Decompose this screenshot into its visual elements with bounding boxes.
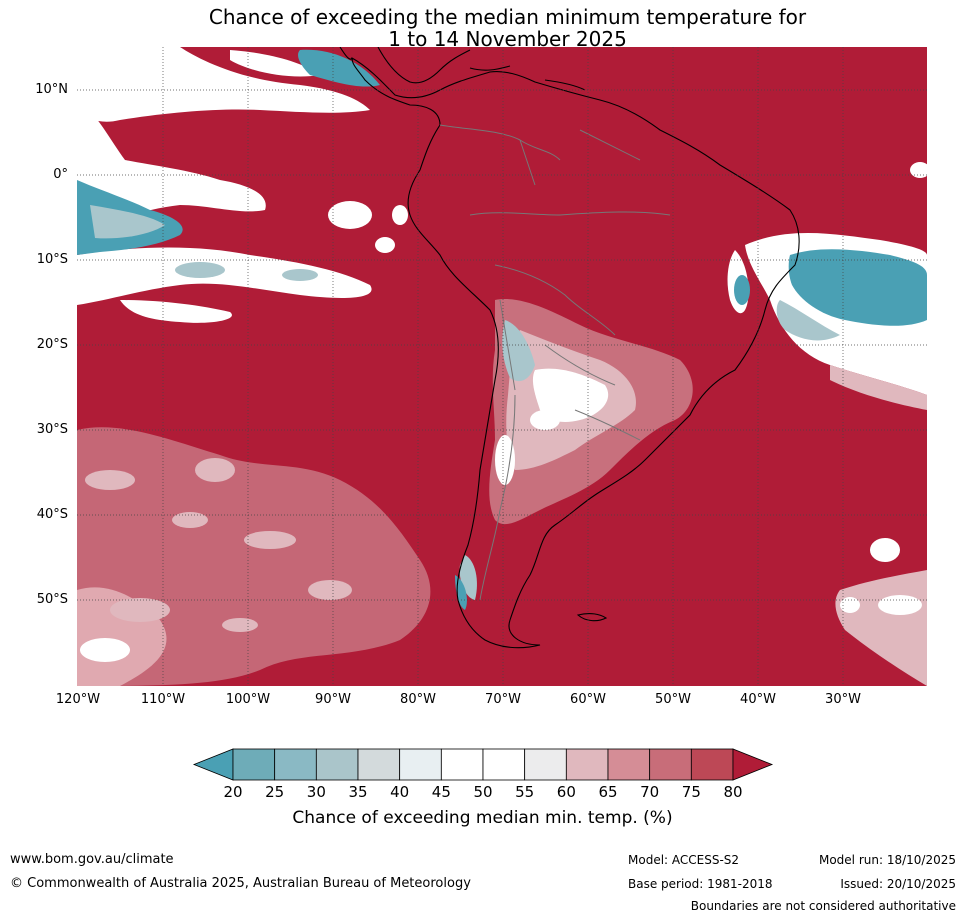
lon-label-30w: 30°W: [825, 692, 861, 707]
colorbar: [192, 748, 774, 781]
lon-label-120w: 120°W: [55, 692, 101, 707]
colorbar-tick-label: 30: [306, 783, 326, 801]
copyright-text: © Commonwealth of Australia 2025, Austra…: [10, 876, 471, 891]
south-atlantic-light-teal: [776, 300, 840, 341]
website-link[interactable]: www.bom.gov.au/climate: [10, 852, 174, 867]
colorbar-tick-label: 50: [473, 783, 493, 801]
colorbar-tick-label: 65: [598, 783, 618, 801]
colorbar-tick-label: 70: [640, 783, 660, 801]
continental-white-region: [495, 368, 609, 485]
model-text: Model: ACCESS-S2: [628, 853, 740, 867]
lat-label-40s: 40°S: [36, 507, 68, 522]
colorbar-tick-label: 20: [223, 783, 243, 801]
colorbar-tick-label: 35: [348, 783, 368, 801]
colorbar-segment: [232, 748, 276, 781]
colorbar-tick-label: 75: [681, 783, 701, 801]
colorbar-segment: [482, 748, 526, 781]
colorbar-segment: [274, 748, 317, 781]
colorbar-tick-label: 45: [431, 783, 451, 801]
southern-pacific-light-speckles: [80, 458, 352, 662]
colorbar-segment: [357, 748, 401, 781]
lon-label-100w: 100°W: [225, 692, 271, 707]
colorbar-segment: [315, 748, 359, 781]
equatorial-pacific-light-teal: [90, 205, 318, 281]
colorbar-tick-label: 55: [515, 783, 535, 801]
colorbar-segment: [690, 748, 734, 781]
falkland-islands: [576, 613, 608, 622]
lon-label-60w: 60°W: [570, 692, 606, 707]
colorbar-segment: [565, 748, 609, 781]
south-america-coastline: [351, 57, 800, 649]
probability-map: [77, 47, 927, 686]
colorbar-tick-label: 40: [390, 783, 410, 801]
lat-label-0: 0°: [53, 167, 68, 182]
lat-label-20s: 20°S: [36, 337, 68, 352]
eastern-pacific-white-patches: [328, 201, 408, 253]
caribbean-coast: [469, 65, 586, 91]
land-outlines: [339, 47, 800, 649]
lon-label-80w: 80°W: [400, 692, 436, 707]
colorbar-segment: [649, 748, 692, 781]
chart-title-line-1: Chance of exceeding the median minimum t…: [208, 5, 807, 29]
south-atlantic-teal-region: [734, 249, 927, 326]
north-pacific-white-band: [77, 47, 370, 122]
lon-label-50w: 50°W: [655, 692, 691, 707]
colorbar-segment: [440, 748, 484, 781]
colorbar-arrow-high: [732, 748, 774, 781]
country-borders: [439, 124, 671, 601]
graticule: [77, 47, 927, 686]
lat-label-30s: 30°S: [36, 422, 68, 437]
lat-label-10n: 10°N: [35, 82, 68, 97]
colorbar-title: Chance of exceeding median min. temp. (%…: [292, 808, 673, 828]
lat-label-10s: 10°S: [36, 252, 68, 267]
colorbar-arrow-low: [192, 748, 234, 781]
lon-label-40w: 40°W: [740, 692, 776, 707]
colorbar-segment: [524, 748, 567, 781]
lat-label-50s: 50°S: [36, 592, 68, 607]
colorbar-tick-label: 60: [556, 783, 576, 801]
lon-label-110w: 110°W: [140, 692, 186, 707]
disclaimer-text: Boundaries are not considered authoritat…: [690, 899, 956, 913]
base-period-text: Base period: 1981-2018: [628, 877, 773, 891]
colorbar-tick-label: 25: [265, 783, 285, 801]
central-america-coastline: [339, 47, 471, 84]
issued-text: Issued: 20/10/2025: [840, 877, 956, 891]
lon-label-90w: 90°W: [315, 692, 351, 707]
colorbar-segment: [607, 748, 651, 781]
colorbar-tick-label: 80: [723, 783, 743, 801]
colorbar-segment: [399, 748, 442, 781]
chart-title-line-2: 1 to 14 November 2025: [388, 27, 627, 51]
model-run-text: Model run: 18/10/2025: [818, 853, 956, 867]
lon-label-70w: 70°W: [485, 692, 521, 707]
